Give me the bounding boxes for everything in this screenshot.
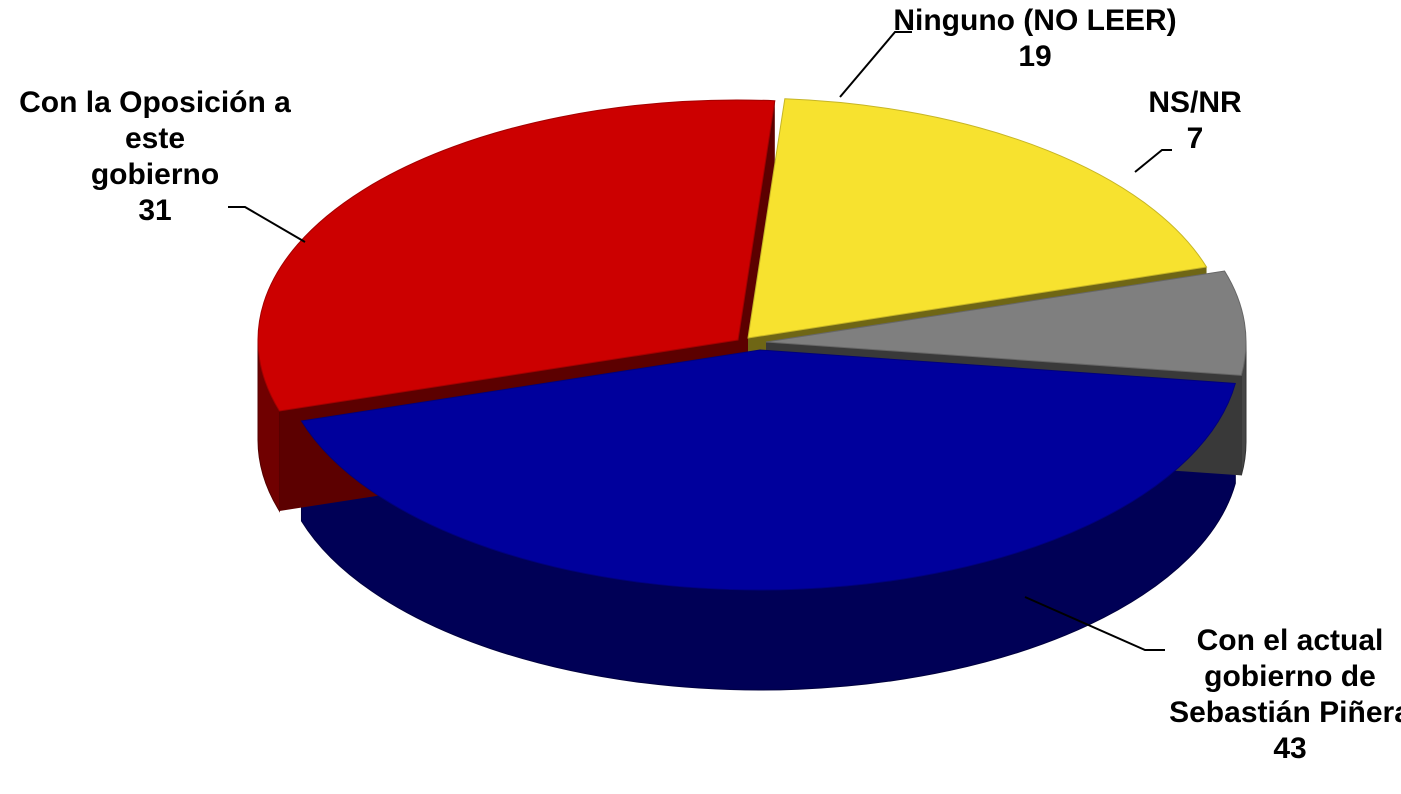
leader-line-1 [228, 206, 306, 243]
slice-value-2: 19 [1018, 40, 1051, 73]
leader-line-0 [1024, 596, 1165, 651]
slice-label-0-line-0: Con el actual [1197, 624, 1384, 657]
slice-value-3: 7 [1187, 122, 1204, 155]
pie-slice-0 [300, 349, 1236, 591]
slice-label-1-line-0: Con la Oposición a [19, 86, 291, 119]
pie-slice-1 [257, 99, 776, 412]
leader-lines [228, 31, 1172, 651]
slice-label-0-line-1: gobierno de [1204, 660, 1376, 693]
leader-line-3 [1134, 149, 1172, 173]
slice-label-3-line-0: NS/NR [1148, 86, 1242, 119]
slice-label-1-line-1: este [125, 122, 185, 155]
slice-value-0: 43 [1273, 732, 1306, 765]
slice-label-2-line-0: Ninguno (NO LEER) [893, 4, 1176, 37]
pie-slice-3 [765, 270, 1247, 376]
pie-slice-2 [747, 98, 1208, 339]
slice-label-1-line-2: gobierno [91, 158, 219, 191]
slice-label-0-line-2: Sebastián Piñera [1169, 696, 1401, 729]
pie-tops [257, 98, 1247, 591]
slice-value-1: 31 [138, 194, 171, 227]
leader-line-2 [839, 31, 912, 98]
